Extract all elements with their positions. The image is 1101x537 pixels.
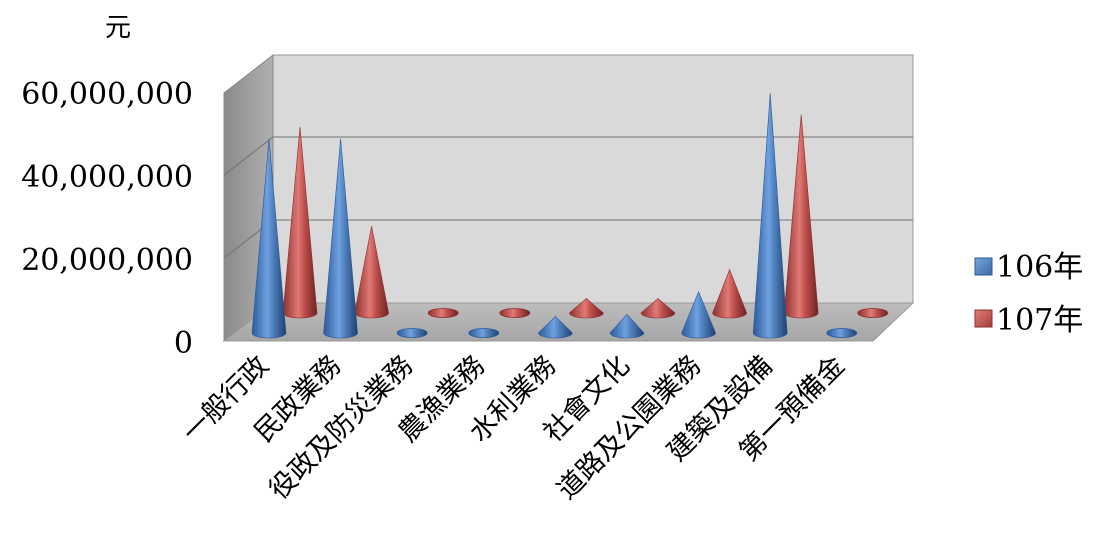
cone-106-7 [752,93,788,339]
y-tick-label: 20,000,000 [21,243,193,278]
cone-106-3 [468,328,500,338]
cone-body [609,313,645,339]
cone-107-8 [857,308,889,318]
legend: 106年 107年 [974,250,1083,338]
cone-base [427,308,459,318]
y-axis: 60,000,000 40,000,000 20,000,000 0 [21,77,193,361]
cone-base [826,328,858,338]
cone-body [354,226,389,319]
cone-106-4 [538,316,573,339]
y-tick-label: 0 [174,326,193,361]
legend-item-107: 107年 [974,303,1083,338]
cone-106-5 [609,313,645,339]
y-unit-label: 元 [105,13,131,43]
cone-107-4 [569,298,604,319]
gridline-side [223,136,274,176]
cone-body [681,290,716,339]
legend-label-107: 107年 [996,303,1083,338]
cone-body [569,298,604,319]
cone-body [538,316,573,339]
cone-107-5 [640,298,676,319]
cone-series-group [251,93,889,339]
cone-body [640,298,676,319]
legend-swatch-106 [974,257,993,276]
cone-base [468,328,500,338]
cone-106-6 [681,290,716,339]
y-tick-label: 60,000,000 [21,77,193,112]
legend-label-106: 106年 [996,250,1083,285]
x-axis: 一般行政 民政業務 役政及防災業務 農漁業務 水利業務 社會文化 道路及公園業務… [177,350,851,506]
cone-107-2 [427,308,459,318]
cone-106-8 [826,328,858,338]
cone-106-1 [323,138,358,339]
cone-body [282,126,318,319]
cone-base [857,308,889,318]
cone-body [712,268,747,319]
cone-106-0 [251,138,287,339]
cone-107-0 [282,126,318,319]
legend-item-106: 106年 [974,250,1083,285]
cone-body [251,138,287,339]
cone-body [752,93,788,339]
cone-107-6 [712,268,747,319]
legend-swatch-107 [974,309,993,328]
cone-body [323,138,358,339]
cone-base [499,308,531,318]
cone-base [396,328,428,338]
cone-107-3 [499,308,531,318]
cone-107-1 [354,226,389,319]
cone-106-2 [396,328,428,338]
y-tick-label: 40,000,000 [21,160,193,195]
